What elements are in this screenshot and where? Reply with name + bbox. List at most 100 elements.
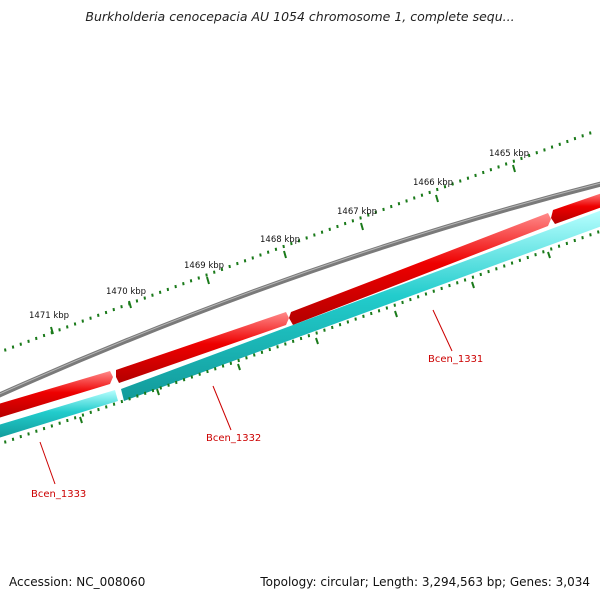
inner-minor-tick-48 <box>377 309 381 313</box>
outer-minor-tick-67 <box>520 156 523 161</box>
outer-minor-tick-73 <box>566 139 569 144</box>
inner-minor-tick-75 <box>589 233 592 237</box>
chromosome-backbone <box>0 181 600 398</box>
inner-major-tick-5 <box>471 281 475 289</box>
outer-minor-tick-23 <box>182 282 185 286</box>
scale-ruler <box>50 164 516 335</box>
outer-minor-tick-30 <box>236 261 239 266</box>
inner-minor-tick-54 <box>424 292 428 296</box>
outer-minor-tick-41 <box>320 230 324 234</box>
outer-minor-tick-54 <box>420 193 424 197</box>
outer-minor-tick-5 <box>42 333 46 338</box>
outer-minor-tick-42 <box>328 227 331 231</box>
inner-minor-tick-12 <box>97 407 100 412</box>
outer-minor-tick-32 <box>251 256 254 260</box>
outer-minor-tick-0 <box>4 348 7 352</box>
inner-minor-tick-7 <box>58 421 61 425</box>
inner-minor-tick-4 <box>35 429 38 433</box>
inner-minor-tick-10 <box>81 413 85 417</box>
outer-minor-tick-52 <box>405 199 408 203</box>
inner-minor-tick-76 <box>597 230 600 234</box>
gene-reverse-left[interactable] <box>0 390 118 439</box>
scale-label-1467: 1467 kbp <box>337 207 377 217</box>
accession-text: Accession: NC_008060 <box>9 575 146 589</box>
outer-minor-tick-56 <box>436 187 439 192</box>
outer-minor-tick-66 <box>512 159 516 163</box>
outer-minor-tick-11 <box>89 316 92 320</box>
inner-minor-tick-38 <box>299 336 303 341</box>
outer-minor-tick-55 <box>428 190 431 195</box>
gene-label-bcen1332[interactable]: Bcen_1332 <box>206 433 261 444</box>
gene-forward-left[interactable] <box>0 371 113 419</box>
outer-minor-tick-37 <box>290 241 293 246</box>
gene-forward-middle[interactable] <box>116 312 289 383</box>
inner-minor-tick-0 <box>4 440 7 444</box>
inner-minor-tick-43 <box>338 323 342 327</box>
gene-forward-right[interactable] <box>289 213 551 325</box>
outer-minor-tick-10 <box>81 319 84 323</box>
outer-minor-tick-68 <box>527 153 531 158</box>
gene-reverse-main[interactable] <box>121 210 600 401</box>
outer-minor-tick-74 <box>573 136 577 141</box>
gene-label-bcen1333[interactable]: Bcen_1333 <box>31 489 86 500</box>
inner-minor-tick-71 <box>557 244 561 248</box>
outer-minor-tick-14 <box>112 307 115 312</box>
outer-minor-tick-63 <box>489 168 493 172</box>
outer-minor-tick-19 <box>151 293 154 297</box>
inner-minor-tick-62 <box>487 269 490 274</box>
inner-minor-tick-53 <box>416 295 420 299</box>
topology-summary: Topology: circular; Length: 3,294,563 bp… <box>260 575 590 589</box>
inner-minor-tick-60 <box>471 275 475 279</box>
outer-minor-tick-35 <box>274 247 278 251</box>
inner-minor-tick-50 <box>393 303 396 307</box>
outer-minor-tick-34 <box>266 250 270 254</box>
inner-minor-tick-14 <box>112 402 116 406</box>
inner-minor-tick-25 <box>198 372 201 376</box>
gene-leader-lines <box>39 309 453 485</box>
inner-minor-tick-47 <box>370 311 373 316</box>
inner-minor-tick-5 <box>42 426 46 431</box>
outer-minor-tick-72 <box>558 142 561 146</box>
inner-minor-tick-59 <box>463 278 467 282</box>
inner-minor-ticks <box>4 230 600 444</box>
scale-tick-1468 <box>283 250 287 259</box>
gene-forward-far-right[interactable] <box>551 192 600 224</box>
outer-minor-tick-12 <box>97 313 100 317</box>
inner-major-tick-2 <box>237 363 241 371</box>
inner-minor-tick-45 <box>354 317 357 321</box>
inner-minor-tick-56 <box>440 286 443 291</box>
inner-minor-tick-22 <box>175 380 178 385</box>
outer-minor-tick-53 <box>413 196 416 200</box>
inner-minor-tick-67 <box>526 255 529 260</box>
inner-minor-tick-27 <box>214 367 217 371</box>
inner-minor-tick-15 <box>120 399 124 404</box>
inner-minor-tick-49 <box>385 306 389 310</box>
inner-minor-tick-37 <box>291 339 295 343</box>
outer-minor-tick-13 <box>104 310 108 315</box>
inner-minor-tick-3 <box>27 432 30 436</box>
inner-minor-tick-63 <box>495 267 498 271</box>
outer-minor-tick-64 <box>497 165 500 169</box>
outer-minor-tick-3 <box>27 339 30 343</box>
outer-minor-tick-25 <box>197 276 200 280</box>
inner-minor-tick-13 <box>105 405 108 409</box>
reverse-strand-genes[interactable] <box>0 210 600 439</box>
outer-minor-tick-16 <box>128 302 131 306</box>
outer-minor-tick-24 <box>189 279 193 283</box>
inner-minor-tick-55 <box>432 289 435 293</box>
outer-minor-tick-1 <box>11 345 15 349</box>
forward-strand-genes[interactable] <box>0 192 600 419</box>
inner-major-tick-6 <box>547 251 551 259</box>
scale-label-1469: 1469 kbp <box>184 261 224 271</box>
chromosome-backbone-highlight <box>0 182 600 395</box>
scale-label-1466: 1466 kbp <box>413 178 453 188</box>
inner-minor-tick-58 <box>456 281 459 285</box>
inner-minor-tick-1 <box>11 437 15 441</box>
inner-minor-tick-33 <box>260 350 264 354</box>
gene-label-bcen1331[interactable]: Bcen_1331 <box>428 354 483 365</box>
outer-minor-tick-4 <box>35 336 38 341</box>
outer-minor-tick-26 <box>205 273 208 277</box>
outer-minor-tick-45 <box>351 219 355 223</box>
